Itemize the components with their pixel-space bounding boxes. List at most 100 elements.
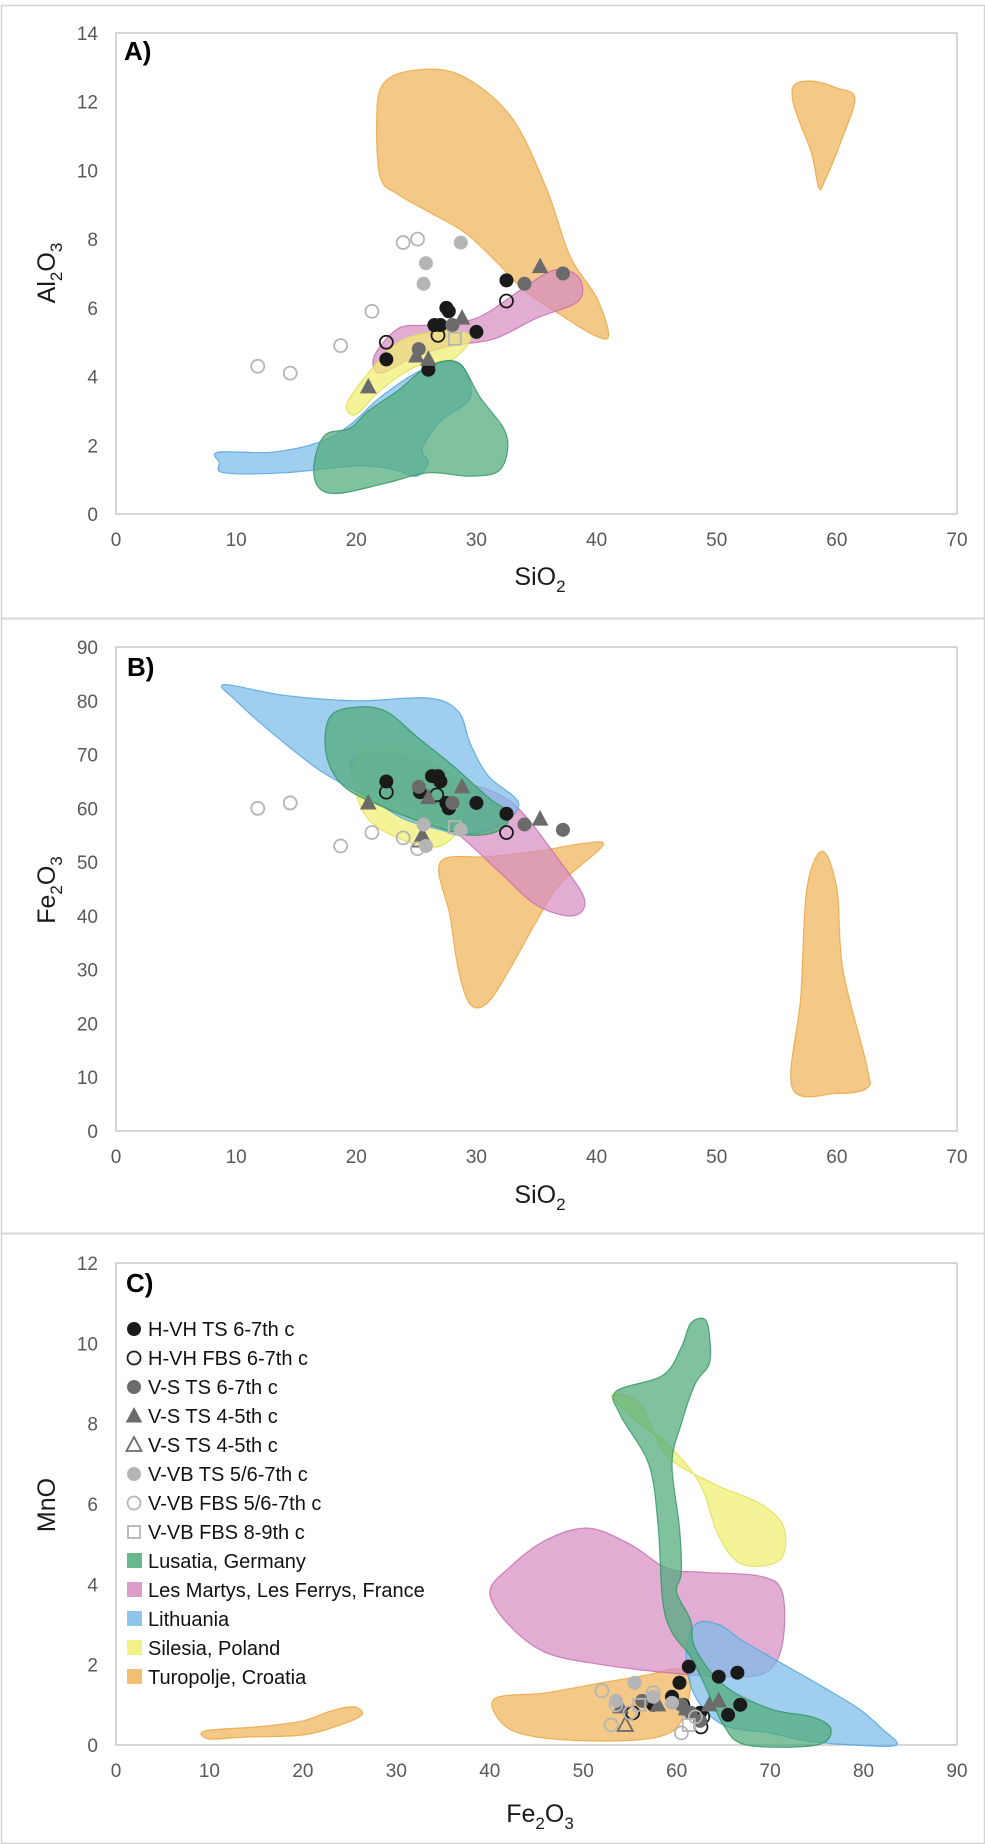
x-tick-label: 70 — [946, 1147, 967, 1168]
point-v-vb-fbs-5-6-7th-c — [333, 338, 349, 354]
point-v-vb-ts-5-6-7th-c — [453, 235, 468, 250]
x-tick-label: 50 — [706, 1147, 727, 1168]
point-v-vb-ts-5-6-7th-c — [627, 1675, 642, 1690]
x-tick-label: 10 — [199, 1761, 220, 1782]
point-h-vh-ts-6-7th-c — [379, 774, 394, 789]
x-tick-label: 60 — [826, 530, 847, 551]
x-tick-label: 30 — [466, 530, 487, 551]
legend-label: H-VH TS 6-7th c — [148, 1319, 294, 1341]
y-tick-label: 4 — [87, 368, 98, 389]
point-h-vh-ts-6-7th-c — [499, 806, 514, 821]
y-tick-label: 80 — [77, 692, 98, 713]
y-tick-label: 6 — [87, 299, 98, 320]
point-v-s-ts-4-5th-c — [710, 1691, 728, 1708]
point-v-vb-fbs-5-6-7th-c — [282, 365, 298, 381]
point-h-vh-ts-6-7th-c — [441, 304, 456, 319]
legend-marker-v-vb-fbs-8-9th-c — [127, 1525, 141, 1539]
point-v-s-ts-6-7th-c — [555, 822, 570, 837]
y-axis-label: Fe2O3 — [33, 856, 66, 924]
panel-label: B) — [127, 652, 154, 682]
point-v-vb-ts-5-6-7th-c — [418, 838, 433, 853]
y-tick-label: 30 — [77, 961, 98, 982]
x-tick-label: 0 — [111, 530, 122, 551]
point-h-vh-fbs-6-7th-c — [499, 293, 514, 309]
y-tick-label: 14 — [77, 24, 99, 45]
point-h-vh-fbs-6-7th-c — [378, 334, 394, 350]
point-v-s-ts-4-5th-c — [649, 1695, 667, 1712]
x-tick-label: 50 — [706, 530, 727, 551]
legend-swatch-turopolje-croatia — [127, 1669, 142, 1684]
region-lusatia-germany — [612, 1317, 832, 1748]
point-h-vh-ts-6-7th-c — [379, 352, 394, 367]
legend-marker-v-vb-fbs-5-6-7th-c — [126, 1495, 142, 1511]
point-h-vh-ts-6-7th-c — [681, 1659, 696, 1674]
legend-swatch-les-martys-les-ferrys-france — [127, 1582, 142, 1597]
point-v-vb-fbs-5-6-7th-c — [333, 838, 349, 854]
y-tick-label: 12 — [77, 1254, 98, 1275]
y-tick-label: 0 — [87, 1736, 98, 1757]
y-tick-label: 60 — [77, 799, 98, 820]
plot-area — [115, 1262, 958, 1746]
y-tick-label: 4 — [87, 1575, 98, 1596]
x-tick-label: 40 — [586, 1147, 607, 1168]
x-tick-label: 20 — [292, 1761, 313, 1782]
point-h-vh-ts-6-7th-c — [469, 324, 484, 339]
legend-label: Silesia, Poland — [148, 1638, 280, 1660]
point-v-vb-fbs-5-6-7th-c — [603, 1717, 619, 1733]
y-tick-label: 0 — [87, 505, 98, 526]
y-tick-label: 90 — [77, 638, 98, 659]
point-h-vh-fbs-6-7th-c — [499, 825, 514, 840]
point-h-vh-ts-6-7th-c — [433, 774, 448, 789]
y-tick-label: 2 — [87, 1656, 98, 1677]
x-tick-label: 70 — [946, 530, 967, 551]
point-v-vb-fbs-5-6-7th-c — [282, 795, 298, 811]
legend-label: Les Martys, Les Ferrys, France — [148, 1580, 425, 1602]
point-v-vb-fbs-8-9th-c — [447, 820, 462, 835]
x-tick-label: 10 — [226, 1147, 247, 1168]
point-v-vb-fbs-5-6-7th-c — [410, 841, 425, 857]
y-tick-label: 40 — [77, 907, 98, 928]
point-h-vh-fbs-6-7th-c — [378, 784, 394, 800]
point-v-s-ts-6-7th-c — [517, 817, 532, 832]
x-tick-label: 10 — [226, 530, 247, 551]
point-v-s-ts-6-7th-c — [411, 779, 426, 794]
y-tick-label: 8 — [87, 1415, 98, 1436]
legend-label: Lithuania — [148, 1609, 230, 1631]
point-v-vb-fbs-5-6-7th-c — [250, 358, 266, 374]
legend-label: V-S TS 4-5th c — [148, 1435, 278, 1457]
point-v-s-ts-4-5th-c — [677, 1699, 695, 1716]
x-axis-label: SiO2 — [514, 563, 565, 596]
x-tick-label: 80 — [853, 1761, 874, 1782]
regions — [220, 683, 871, 1098]
point-v-vb-fbs-5-6-7th-c — [645, 1685, 661, 1701]
point-h-vh-ts-6-7th-c — [721, 1707, 736, 1722]
point-v-vb-fbs-5-6-7th-c — [250, 800, 266, 816]
point-v-vb-ts-5-6-7th-c — [664, 1695, 679, 1710]
point-v-vb-fbs-5-6-7th-c — [673, 1725, 689, 1741]
point-h-vh-ts-6-7th-c — [730, 1665, 745, 1680]
point-h-vh-ts-6-7th-c — [672, 1675, 687, 1690]
point-v-s-ts-4-5th-c — [453, 777, 471, 794]
chart-panel-1: 0 10 20 30 40 50 60 70 0 2 4 6 8 10 12 14 SiO2 Al2O3 A) — [33, 24, 968, 596]
chart-panel-2: 0 10 20 30 40 50 60 70 0 10 20 30 40 50 60 70 80 90 SiO2 Fe… — [33, 638, 968, 1214]
data-points — [250, 231, 570, 394]
point-v-vb-fbs-5-6-7th-c — [410, 231, 425, 247]
region-lusatia-germany — [324, 706, 510, 836]
x-tick-label: 60 — [826, 1147, 847, 1168]
x-axis-label: Fe2O3 — [506, 1800, 574, 1833]
legend-marker-h-vh-fbs-6-7th-c — [126, 1350, 142, 1366]
x-tick-label: 30 — [386, 1761, 407, 1782]
y-tick-label: 50 — [77, 853, 98, 874]
point-v-vb-ts-5-6-7th-c — [418, 256, 433, 271]
y-tick-label: 8 — [87, 230, 98, 251]
legend-label: V-VB FBS 8-9th c — [148, 1522, 305, 1544]
legend-marker-v-s-ts-6-7th-c — [127, 1380, 141, 1394]
point-v-s-ts-4-5th-c — [359, 793, 377, 810]
legend: H-VH TS 6-7th c H-VH FBS 6-7th c V-S TS 6-… — [124, 1319, 425, 1689]
y-tick-label: 70 — [77, 746, 98, 767]
point-v-vb-ts-5-6-7th-c — [416, 817, 431, 832]
point-v-vb-fbs-5-6-7th-c — [608, 1697, 624, 1713]
point-v-s-ts-4-5th-c — [453, 309, 471, 325]
region-turopolje-croatia-1 — [200, 1706, 363, 1740]
